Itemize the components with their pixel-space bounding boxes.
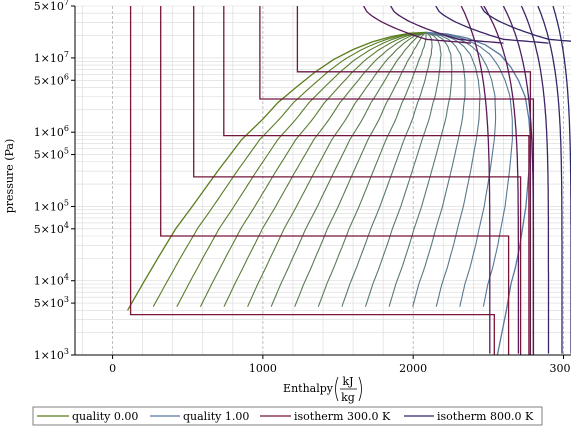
- quality-line: [199, 31, 427, 307]
- chart-lines: [127, 6, 571, 355]
- tick-labels: 1×103 5×103 1×104 5×104 1×105 5×105 1×106 5×106…: [34, 0, 571, 375]
- y-tick-label: 5×105: [34, 147, 69, 162]
- quality-line: [247, 31, 427, 307]
- x-axis-unit-left-paren: [335, 376, 339, 402]
- isotherm-line: [193, 6, 522, 355]
- isotherm-line: [160, 6, 510, 355]
- legend-label: quality 0.00: [72, 410, 138, 423]
- isotherm-line: [520, 6, 550, 354]
- y-tick-label: 1×103: [34, 347, 69, 362]
- isotherm-line: [390, 6, 504, 44]
- isotherm-line: [480, 6, 571, 42]
- isotherm-line: [129, 6, 495, 355]
- isotherm-line: [460, 6, 491, 354]
- y-tick-label: 1×107: [34, 50, 69, 65]
- quality-line: [425, 31, 481, 307]
- isotherm-line: [363, 6, 472, 44]
- x-tick-label: 0: [109, 362, 116, 375]
- quality-line: [317, 32, 427, 307]
- legend-item-isotherm-800: isotherm 800.0 K: [404, 410, 534, 423]
- y-tick-label: 5×103: [34, 295, 69, 310]
- x-tick-label: 1000: [249, 362, 277, 375]
- quality-line: [425, 31, 513, 307]
- quality-line: [152, 31, 427, 307]
- axis-titles: pressure (Pa) Enthalpy kJ kg: [3, 139, 362, 404]
- y-tick-label: 5×106: [34, 72, 69, 87]
- quality-line: [176, 31, 427, 307]
- y-tick-label: 5×107: [34, 0, 69, 13]
- x-axis-unit-numerator: kJ: [342, 375, 353, 388]
- quality-line: [425, 31, 497, 307]
- legend-label: isotherm 300.0 K: [294, 410, 391, 423]
- quality-1-line: [425, 31, 532, 355]
- isotherm-line: [223, 6, 530, 355]
- x-axis-label: Enthalpy: [283, 382, 334, 395]
- quality-line: [364, 31, 442, 307]
- y-tick-label: 1×106: [34, 124, 69, 139]
- quality-line: [294, 31, 427, 307]
- legend-label: quality 1.00: [183, 410, 249, 423]
- legend-item-quality-0: quality 0.00: [37, 410, 138, 423]
- y-axis-label: pressure (Pa): [3, 139, 16, 214]
- legend-item-quality-1: quality 1.00: [150, 410, 249, 423]
- isotherm-line: [483, 6, 520, 354]
- isotherm-line: [435, 6, 549, 44]
- x-axis-unit-right-paren: [358, 376, 362, 402]
- legend: quality 0.00 quality 1.00 isotherm 300.0…: [32, 406, 543, 426]
- x-axis-unit-denominator: kg: [341, 391, 355, 404]
- quality-line: [223, 31, 427, 307]
- y-tick-label: 1×105: [34, 198, 69, 213]
- x-tick-label: 2000: [399, 362, 427, 375]
- y-tick-label: 1×104: [34, 273, 69, 288]
- quality-line: [412, 31, 466, 307]
- quality-line: [270, 31, 427, 307]
- x-tick-label: 3000: [549, 362, 571, 375]
- isotherm-line: [537, 6, 563, 354]
- legend-label: isotherm 800.0 K: [437, 410, 534, 423]
- legend-item-isotherm-300: isotherm 300.0 K: [260, 410, 391, 423]
- grid-lines: [75, 5, 571, 356]
- y-tick-label: 5×104: [34, 221, 69, 236]
- axes: [74, 6, 571, 356]
- quality-line: [341, 31, 433, 307]
- isotherm-line: [502, 6, 535, 354]
- quality-line: [388, 31, 453, 307]
- quality-0-line: [127, 31, 427, 311]
- isotherm-line: [296, 6, 532, 355]
